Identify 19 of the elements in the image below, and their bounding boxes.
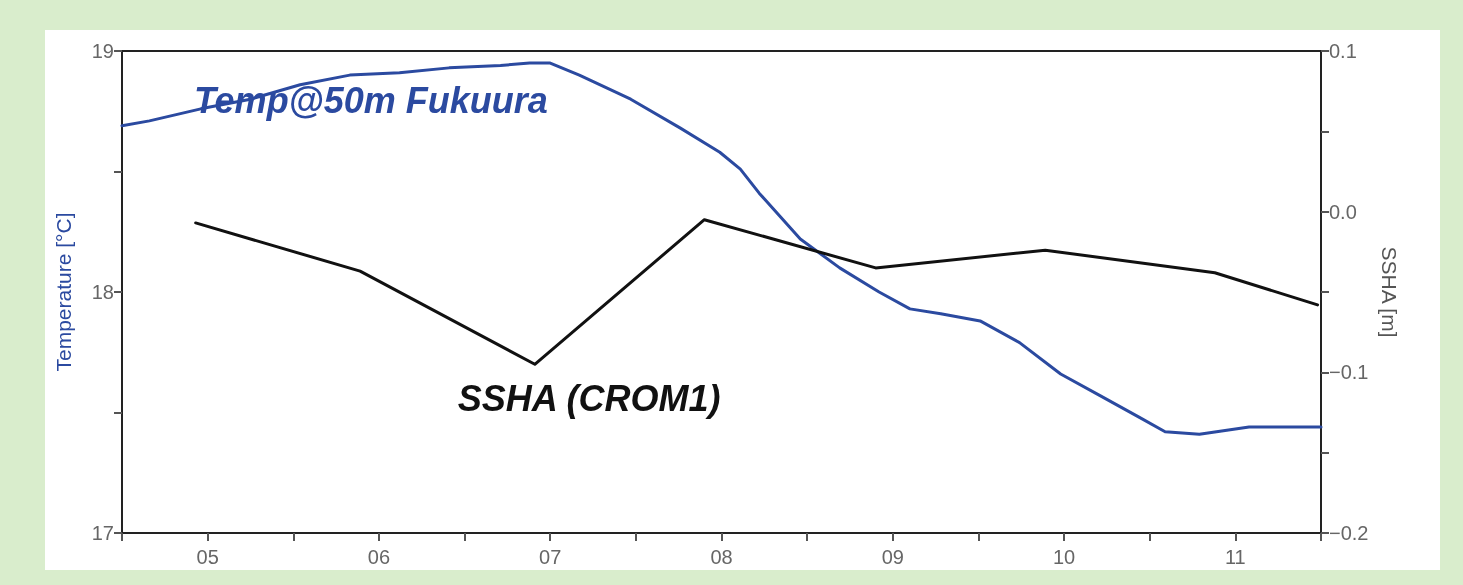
y-tick-label: 19 [91, 40, 114, 62]
y-axis-title: Temperature [°C] [52, 212, 75, 372]
line-series [194, 218, 1320, 366]
y-tick-label: 18 [91, 281, 114, 303]
y2-tick-label: 0.1 [1329, 40, 1357, 62]
x-tick-label: 06 [367, 546, 391, 568]
y2-tick-label: −0.1 [1329, 361, 1369, 384]
x-tick-label: 07 [539, 546, 562, 568]
y2-tick-label: −0.2 [1329, 522, 1369, 544]
x-tick-label: 09 [881, 546, 904, 568]
line-series [120, 61, 1323, 436]
x-tick-label: 08 [710, 546, 733, 568]
y-tick-label: 17 [91, 522, 114, 544]
x-tick-label: 11 [1224, 546, 1246, 568]
x-tick-label: 10 [1052, 546, 1076, 568]
annotation: SSHA (CROM1) [457, 378, 721, 420]
x-tick-label: 05 [196, 546, 219, 568]
y2-tick-label: 0.0 [1329, 200, 1357, 223]
y2-axis-title: SSHA [m] [1378, 246, 1402, 338]
